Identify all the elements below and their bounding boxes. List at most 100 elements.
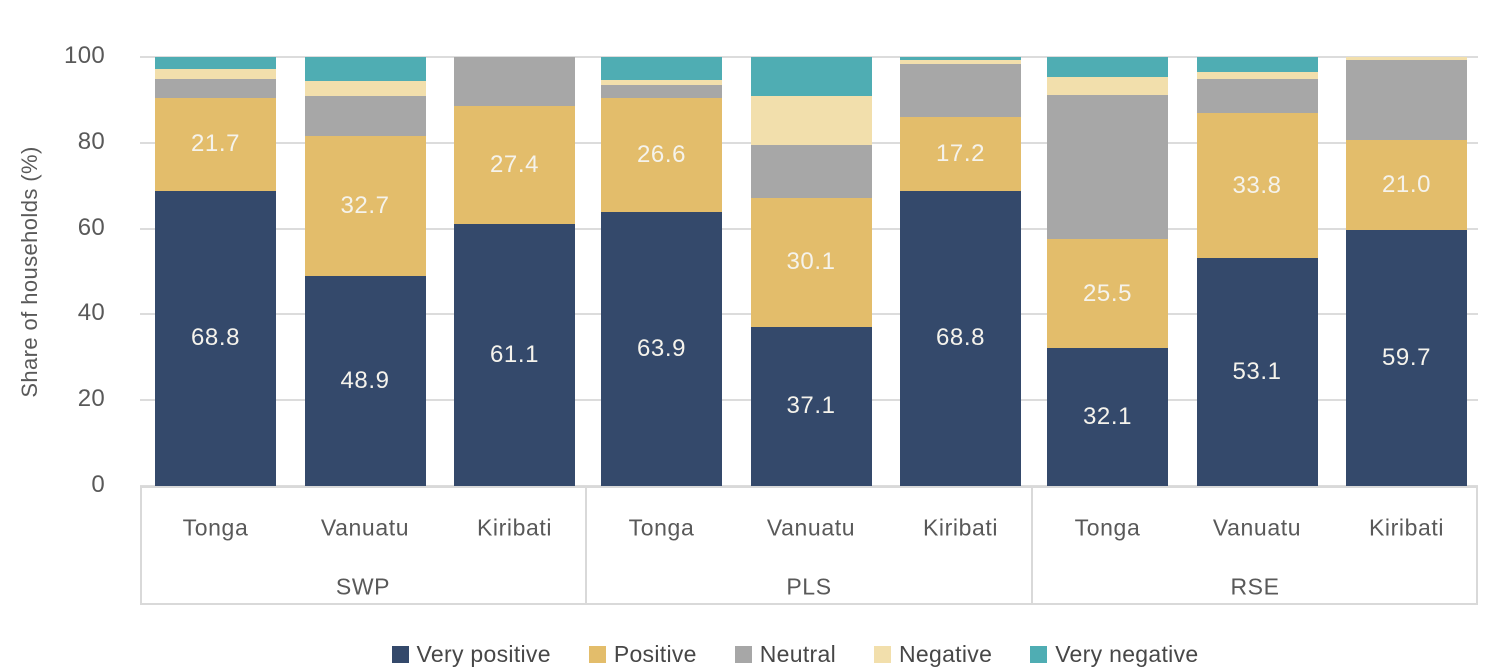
segment-SWP-Tonga-positive: 21.7	[155, 97, 276, 191]
segment-PLS-Vanuatu-negative	[750, 96, 872, 145]
segment-RSE-Tonga-neutral	[1047, 94, 1168, 239]
x-label-RSE-Kiribati: Kiribati	[1368, 514, 1445, 541]
x-axis-box	[140, 486, 1478, 605]
value-label-RSE-Tonga-very-positive: 32.1	[1082, 403, 1133, 431]
value-label-SWP-Kiribati-very-positive: 61.1	[489, 340, 540, 368]
legend-label: Positive	[613, 640, 697, 667]
legend-swatch-icon	[734, 645, 752, 663]
bar-SWP-Tonga: 68.8 21.7	[155, 57, 276, 486]
group-label-PLS: PLS	[786, 573, 832, 600]
value-label-SWP-Tonga-very-positive: 68.8	[190, 324, 241, 352]
legend-label: Negative	[899, 640, 993, 667]
value-label-PLS-Tonga-very-positive: 63.9	[636, 334, 687, 362]
segment-SWP-Kiribati-neutral	[454, 57, 575, 107]
segment-PLS-Tonga-positive: 26.6	[601, 97, 722, 212]
y-tick-label-60: 60	[77, 213, 105, 241]
value-label-PLS-Vanuatu-very-positive: 37.1	[786, 392, 836, 420]
group-label-SWP: SWP	[335, 573, 391, 600]
value-label-PLS-Kiribati-very-positive: 68.8	[935, 324, 986, 352]
x-label-SWP-Vanuatu: Vanuatu	[320, 514, 410, 541]
value-label-RSE-Vanuatu-positive: 33.8	[1232, 171, 1282, 199]
legend-items: Very positive Positive Neutral Negative Very…	[391, 636, 1199, 671]
segment-RSE-Vanuatu-negative	[1196, 72, 1318, 79]
segment-SWP-Tonga-very-positive: 68.8	[155, 190, 276, 486]
legend: Very positive Positive Neutral Negative Very…	[0, 636, 1500, 671]
value-label-SWP-Vanuatu-positive: 32.7	[340, 192, 390, 220]
x-label-PLS-Tonga: Tonga	[628, 514, 695, 541]
bar-SWP-Vanuatu: 48.9 32.7	[304, 57, 426, 486]
segment-RSE-Vanuatu-very-negative	[1196, 57, 1318, 73]
bar-PLS-Tonga: 63.9 26.6	[601, 57, 722, 486]
value-label-SWP-Kiribati-positive: 27.4	[489, 151, 540, 179]
y-tick-label-0: 0	[91, 470, 105, 498]
segment-RSE-Vanuatu-positive: 33.8	[1196, 113, 1318, 259]
segment-PLS-Tonga-neutral	[601, 85, 722, 98]
y-tick-label-20: 20	[77, 385, 105, 413]
value-label-SWP-Vanuatu-very-positive: 48.9	[340, 367, 390, 395]
segment-PLS-Vanuatu-very-positive: 37.1	[750, 326, 872, 486]
gridline-100	[140, 56, 1478, 58]
legend-label: Very positive	[416, 640, 551, 667]
legend-label: Very negative	[1055, 640, 1199, 667]
segment-SWP-Vanuatu-neutral	[304, 95, 426, 136]
segment-RSE-Tonga-very-negative	[1047, 57, 1168, 77]
bar-RSE-Tonga: 32.1 25.5	[1047, 57, 1168, 486]
bar-PLS-Kiribati: 68.8 17.2	[900, 57, 1021, 486]
group-divider-1	[585, 486, 587, 605]
segment-SWP-Kiribati-very-positive: 61.1	[454, 223, 575, 486]
segment-PLS-Kiribati-negative	[900, 60, 1021, 65]
segment-PLS-Tonga-very-negative	[601, 57, 722, 80]
value-label-PLS-Vanuatu-positive: 30.1	[786, 248, 836, 276]
segment-SWP-Vanuatu-negative	[304, 80, 426, 96]
value-label-RSE-Tonga-positive: 25.5	[1082, 279, 1133, 307]
segment-SWP-Vanuatu-very-positive: 48.9	[304, 276, 426, 486]
legend-swatch-icon	[588, 645, 606, 663]
segment-SWP-Vanuatu-very-negative	[304, 57, 426, 81]
bar-SWP-Kiribati: 61.1 27.4	[454, 57, 575, 486]
legend-item-negative: Negative	[874, 641, 992, 668]
x-label-RSE-Vanuatu: Vanuatu	[1212, 514, 1302, 541]
value-label-SWP-Tonga-positive: 21.7	[190, 130, 241, 158]
segment-PLS-Vanuatu-very-negative	[750, 57, 872, 97]
legend-swatch-icon	[1030, 645, 1048, 663]
segment-RSE-Vanuatu-very-positive: 53.1	[1196, 258, 1318, 486]
segment-RSE-Kiribati-negative	[1346, 57, 1467, 61]
bar-PLS-Vanuatu: 37.1 30.1	[750, 57, 872, 486]
value-label-RSE-Kiribati-positive: 21.0	[1381, 170, 1432, 198]
x-label-PLS-Kiribati: Kiribati	[922, 514, 999, 541]
segment-PLS-Kiribati-positive: 17.2	[900, 117, 1021, 191]
segment-PLS-Kiribati-very-positive: 68.8	[900, 190, 1021, 486]
segment-RSE-Kiribati-neutral	[1346, 60, 1467, 140]
segment-RSE-Tonga-positive: 25.5	[1047, 238, 1168, 349]
segment-RSE-Tonga-negative	[1047, 76, 1168, 95]
x-label-RSE-Tonga: Tonga	[1074, 514, 1141, 541]
value-label-RSE-Kiribati-very-positive: 59.7	[1381, 343, 1432, 371]
x-label-SWP-Tonga: Tonga	[182, 514, 249, 541]
segment-SWP-Kiribati-positive: 27.4	[454, 106, 575, 224]
value-label-PLS-Kiribati-positive: 17.2	[935, 139, 986, 167]
segment-SWP-Tonga-very-negative	[155, 57, 276, 69]
legend-swatch-icon	[874, 645, 891, 663]
group-divider-2	[1031, 486, 1033, 605]
y-tick-label-40: 40	[77, 299, 105, 327]
legend-swatch-icon	[391, 645, 409, 663]
x-label-PLS-Vanuatu: Vanuatu	[766, 514, 856, 541]
segment-SWP-Vanuatu-positive: 32.7	[304, 135, 426, 277]
legend-item-very-negative: Very negative	[1030, 641, 1198, 668]
segment-SWP-Tonga-neutral	[155, 78, 276, 98]
segment-RSE-Kiribati-positive: 21.0	[1346, 139, 1467, 230]
x-label-SWP-Kiribati: Kiribati	[476, 514, 553, 541]
segment-PLS-Tonga-negative	[601, 79, 722, 86]
segment-RSE-Vanuatu-neutral	[1196, 78, 1318, 114]
legend-item-positive: Positive	[588, 640, 697, 668]
legend-item-neutral: Neutral	[734, 641, 836, 668]
y-axis-title: Share of households (%)	[17, 145, 42, 398]
value-label-PLS-Tonga-positive: 26.6	[636, 140, 687, 168]
segment-PLS-Vanuatu-positive: 30.1	[750, 197, 872, 327]
group-label-RSE: RSE	[1230, 573, 1280, 600]
legend-item-very-positive: Very positive	[391, 640, 551, 668]
segment-SWP-Tonga-negative	[155, 68, 276, 79]
segment-PLS-Kiribati-neutral	[900, 64, 1021, 118]
segment-RSE-Tonga-very-positive: 32.1	[1047, 348, 1168, 486]
